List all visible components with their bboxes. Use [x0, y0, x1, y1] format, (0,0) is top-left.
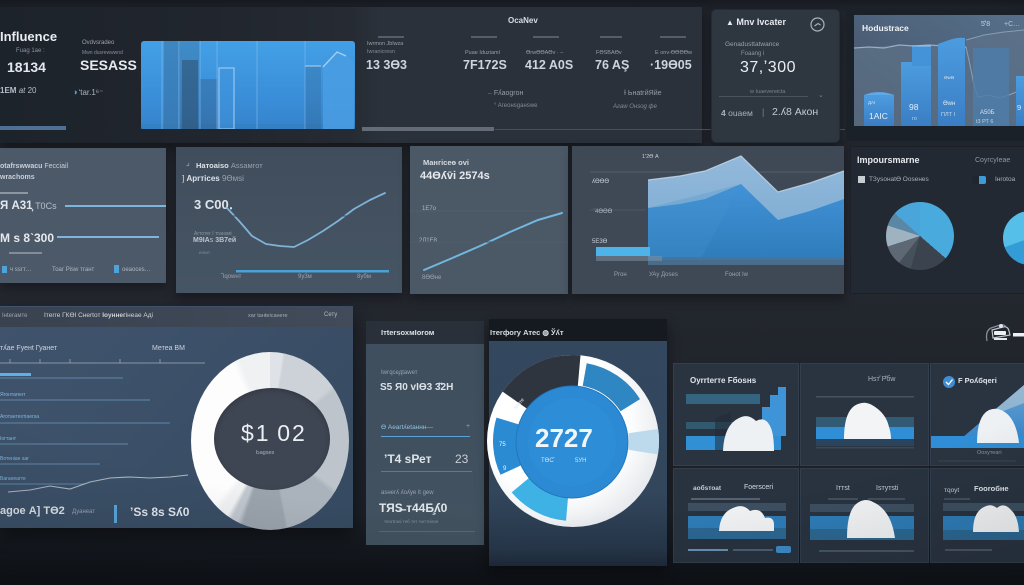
svg-text:98: 98 [909, 102, 919, 112]
svg-text:9: 9 [1017, 103, 1021, 112]
svg-text:Вотеніан ѕаг: Вотеніан ѕаг [0, 456, 29, 462]
svg-text:Fоноt Іw: Fоноt Іw [725, 272, 749, 278]
svg-text:̃ Іqоwнт: ̃ Іqоwнт [220, 274, 242, 280]
svg-text:ПЛТ І: ПЛТ І [941, 112, 955, 118]
svg-text:8ƟƟне: 8ƟƟне [422, 275, 442, 281]
svg-text:5Е3Ɵ: 5Е3Ɵ [592, 239, 608, 245]
svg-text:Ооѕутеагі: Ооѕутеагі [977, 450, 1002, 456]
svg-text:ʎƟƟƟ: ʎƟƟƟ [592, 179, 609, 185]
svg-text:1'2Ɵ А: 1'2Ɵ А [642, 154, 659, 160]
svg-text:ʾ4ƟƟƟ: ʾ4ƟƟƟ [593, 208, 613, 215]
svg-text:УАу Доѕеѕ: УАу Доѕеѕ [649, 272, 678, 278]
svg-text:го: го [912, 116, 917, 122]
svg-text:Аготантеѕтіаегѕа: Аготантеѕтіаегѕа [0, 414, 39, 420]
svg-text:9у3м: 9у3м [298, 274, 312, 280]
svg-text:75: 75 [499, 442, 506, 448]
svg-text:Ягонтагент: Ягонтагент [0, 392, 26, 398]
svg-text:Ɵwн: Ɵwн [943, 101, 955, 107]
svg-text:ДАІ: ДАІ [868, 100, 875, 105]
svg-text:Іогтант: Іогтант [0, 436, 17, 442]
svg-text:А50Б: А50Б [980, 110, 995, 116]
svg-text:ƟwƟ: ƟwƟ [944, 75, 955, 80]
svg-text:8убм: 8убм [357, 274, 371, 280]
svg-text:Ргон: Ргон [614, 272, 627, 278]
svg-text:1AІС: 1AІС [869, 111, 888, 121]
svg-text:t3 РТ 6: t3 РТ 6 [976, 119, 993, 125]
